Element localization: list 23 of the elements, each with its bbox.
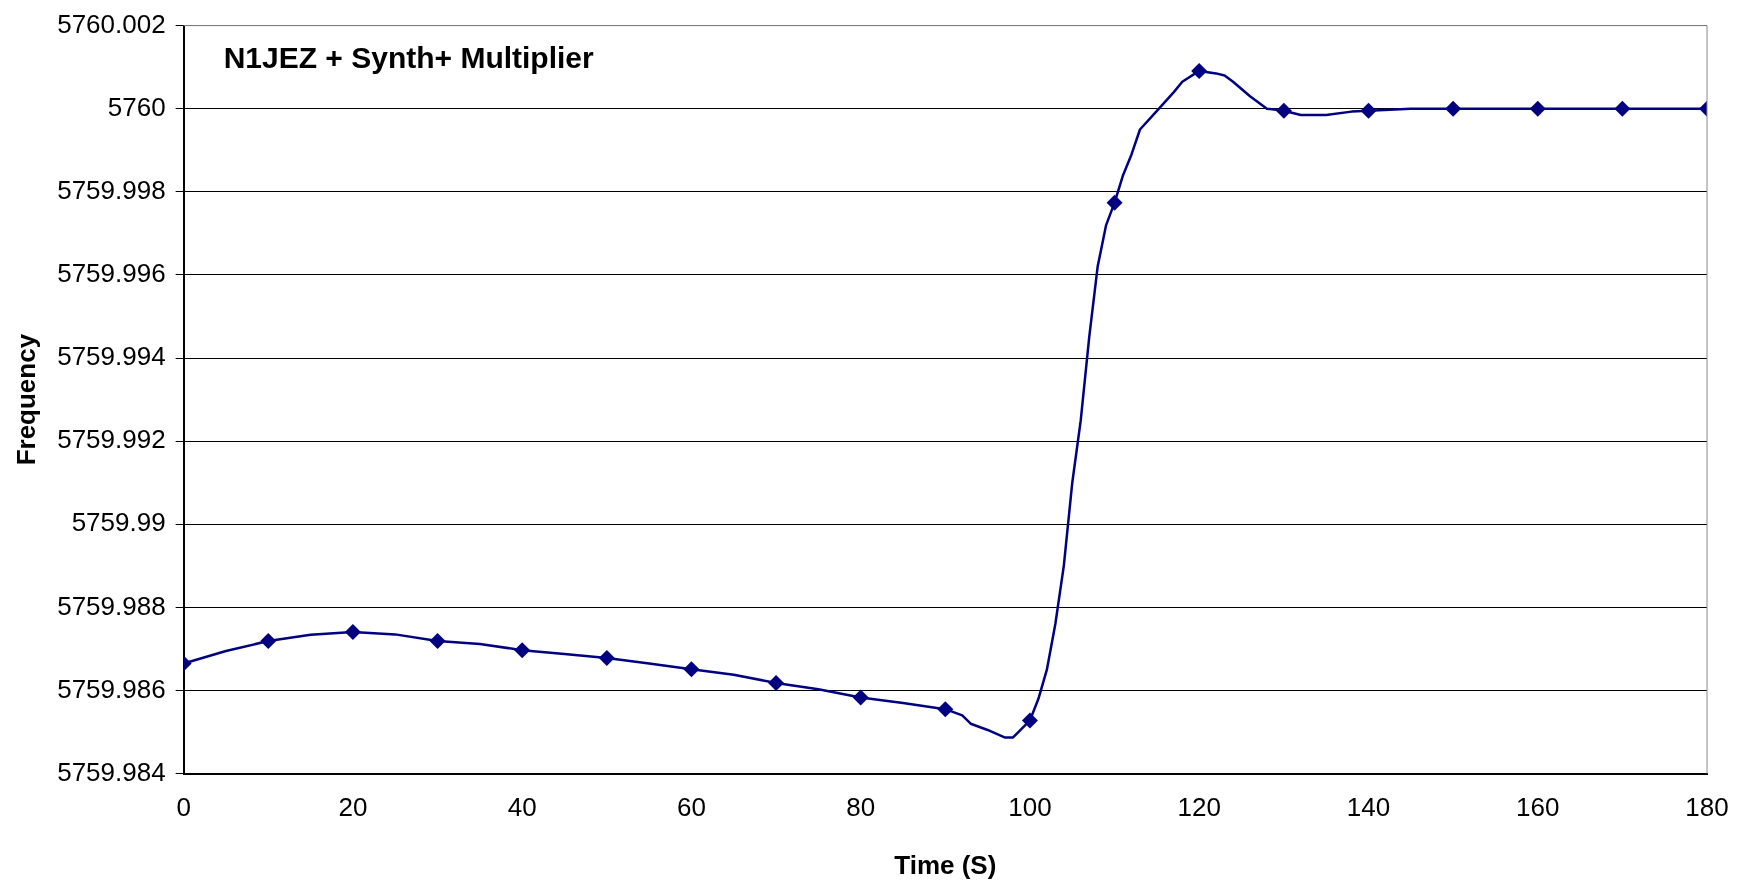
x-tick-label: 80 [846,792,876,823]
x-tick-label: 40 [507,792,537,823]
y-tick-label: 5759.996 [57,258,166,289]
y-tick-label: 5759.99 [71,507,166,538]
y-axis-title: Frequency [10,333,41,466]
x-tick-label: 180 [1685,792,1729,823]
x-tick-label: 120 [1177,792,1221,823]
text: N1JEZ + Synth+ Multiplier [223,40,595,74]
x-tick-label: 100 [1008,792,1052,823]
y-tick-label: 5759.984 [57,756,166,787]
y-tick-label: 5759.988 [57,590,166,621]
x-tick-label: 60 [676,792,706,823]
y-tick-label: 5759.994 [57,341,166,372]
x-tick-label: 0 [176,792,191,823]
y-tick-label: 5759.998 [57,174,166,205]
x-axis-title: Time (S) [894,849,997,880]
x-tick-label: 160 [1516,792,1560,823]
x-tick-label: 140 [1346,792,1391,823]
y-tick-label: 5760.002 [57,8,166,39]
y-tick-label: 5759.986 [57,673,166,704]
y-tick-label: 5760 [107,91,166,122]
x-tick-label: 20 [338,792,368,823]
y-tick-label: 5759.992 [57,424,166,455]
